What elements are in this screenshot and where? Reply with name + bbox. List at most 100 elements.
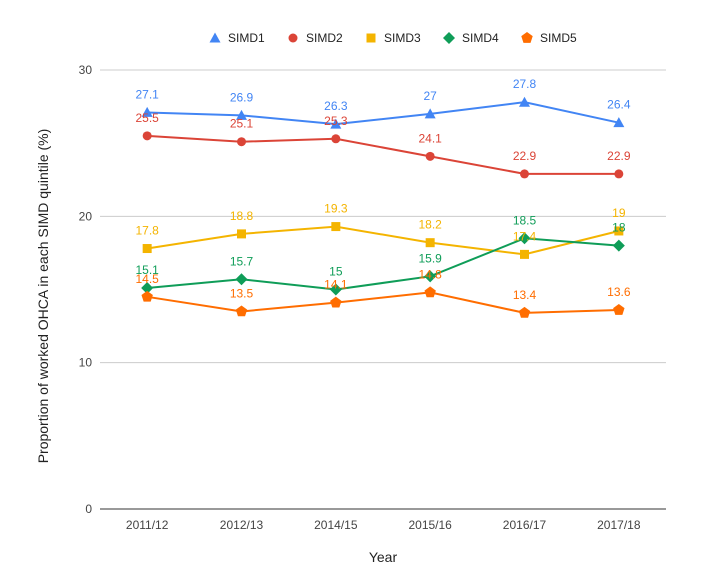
data-label: 13.5 bbox=[230, 286, 254, 300]
data-label: 24.1 bbox=[418, 131, 442, 145]
data-point bbox=[425, 238, 435, 248]
legend-marker bbox=[521, 32, 533, 43]
data-point bbox=[613, 117, 625, 128]
data-label: 14.1 bbox=[324, 278, 348, 292]
series-simd4 bbox=[141, 232, 625, 296]
legend-marker bbox=[366, 33, 376, 43]
x-tick-label: 2016/17 bbox=[503, 518, 547, 532]
data-label: 15.1 bbox=[135, 263, 159, 277]
data-point bbox=[141, 290, 153, 302]
series-line bbox=[147, 225, 620, 256]
legend-item-simd4[interactable]: SIMD4 bbox=[443, 31, 499, 45]
series-line bbox=[147, 237, 619, 291]
data-point bbox=[236, 109, 247, 120]
legend-item-simd1[interactable]: SIMD1 bbox=[209, 31, 266, 45]
data-label: 18.8 bbox=[230, 209, 254, 223]
data-label: 22.9 bbox=[513, 149, 537, 163]
y-tick-label: 10 bbox=[79, 356, 93, 370]
data-point bbox=[329, 283, 342, 296]
x-tick-label: 2014/15 bbox=[314, 518, 358, 532]
legend-item-simd2[interactable]: SIMD2 bbox=[288, 31, 344, 45]
data-point bbox=[235, 305, 248, 317]
series bbox=[141, 96, 625, 318]
data-label: 14.5 bbox=[135, 272, 159, 286]
series-simd1 bbox=[141, 96, 625, 129]
legend-label: SIMD5 bbox=[540, 31, 577, 45]
series-line bbox=[147, 134, 619, 175]
data-label: 26.9 bbox=[230, 90, 254, 104]
data-point bbox=[518, 232, 531, 245]
data-point bbox=[424, 270, 437, 283]
axes: 0 10 20 30 2011/12 2012/13 2014/15 2015/16 2016/… bbox=[79, 63, 641, 532]
data-label: 18.5 bbox=[513, 213, 537, 227]
data-point bbox=[141, 282, 154, 295]
x-tick-label: 2017/18 bbox=[597, 518, 641, 532]
data-point bbox=[330, 118, 342, 129]
data-label: 22.9 bbox=[607, 149, 631, 163]
data-label: 13.4 bbox=[513, 288, 537, 302]
x-tick-label: 2012/13 bbox=[220, 518, 264, 532]
legend-marker bbox=[209, 32, 221, 43]
data-point bbox=[142, 131, 152, 141]
data-label: 13.6 bbox=[607, 285, 631, 299]
legend-item-simd5[interactable]: SIMD5 bbox=[521, 31, 577, 45]
data-point bbox=[614, 169, 624, 179]
data-label: 27 bbox=[423, 89, 437, 103]
data-labels: 27.1 26.9 26.3 27 27.8 26.4 25.5 25.1 25.3 24.1 22… bbox=[135, 77, 630, 302]
data-point bbox=[520, 249, 529, 259]
data-point bbox=[235, 273, 248, 286]
series-simd2 bbox=[142, 131, 624, 179]
legend-marker bbox=[443, 32, 455, 44]
legend-label: SIMD1 bbox=[228, 31, 265, 45]
data-point bbox=[141, 106, 153, 117]
series-simd5 bbox=[141, 286, 625, 318]
data-point bbox=[424, 108, 436, 119]
data-label: 26.4 bbox=[607, 98, 631, 112]
data-point bbox=[331, 134, 341, 144]
legend-label: SIMD3 bbox=[384, 31, 421, 45]
data-label: 27.8 bbox=[513, 77, 537, 91]
data-label: 15.9 bbox=[418, 251, 442, 265]
data-label: 17.8 bbox=[135, 224, 159, 238]
data-point bbox=[330, 296, 342, 308]
data-label: 15.7 bbox=[230, 254, 254, 268]
y-tick-label: 20 bbox=[79, 209, 93, 223]
y-tick-label: 30 bbox=[79, 63, 93, 77]
data-label: 18.2 bbox=[418, 218, 442, 232]
x-tick-label: 2011/12 bbox=[126, 518, 169, 532]
data-point bbox=[614, 226, 624, 236]
data-point bbox=[613, 303, 625, 315]
data-label: 14.8 bbox=[418, 267, 442, 281]
x-tick-label: 2015/16 bbox=[408, 518, 452, 532]
data-label: 17.4 bbox=[513, 229, 537, 243]
legend: SIMD1 SIMD2 SIMD3 SIMD4 SIMD5 bbox=[209, 31, 577, 45]
data-point bbox=[425, 151, 435, 161]
data-point bbox=[518, 306, 531, 318]
gridlines bbox=[100, 69, 666, 510]
data-label: 18 bbox=[612, 221, 626, 235]
series-simd3 bbox=[142, 222, 624, 259]
legend-label: SIMD4 bbox=[462, 31, 499, 45]
data-point bbox=[520, 169, 529, 179]
data-label: 25.1 bbox=[230, 117, 254, 131]
data-point bbox=[237, 229, 246, 239]
legend-label: SIMD2 bbox=[306, 31, 343, 45]
data-point bbox=[612, 239, 625, 252]
data-label: 25.5 bbox=[135, 111, 159, 125]
data-label: 19.3 bbox=[324, 202, 348, 216]
data-label: 26.3 bbox=[324, 99, 348, 113]
legend-marker bbox=[288, 33, 298, 43]
data-point bbox=[519, 96, 530, 107]
y-tick-label: 0 bbox=[85, 502, 92, 516]
data-label: 15 bbox=[329, 265, 343, 279]
y-axis-title: Proportion of worked OHCA in each SIMD q… bbox=[35, 129, 51, 464]
data-point bbox=[424, 286, 436, 298]
data-point bbox=[331, 222, 341, 232]
legend-item-simd3[interactable]: SIMD3 bbox=[366, 31, 422, 45]
data-label: 25.3 bbox=[324, 114, 348, 128]
data-label: 27.1 bbox=[135, 87, 159, 101]
data-point bbox=[237, 137, 246, 147]
data-label: 19 bbox=[612, 206, 626, 220]
